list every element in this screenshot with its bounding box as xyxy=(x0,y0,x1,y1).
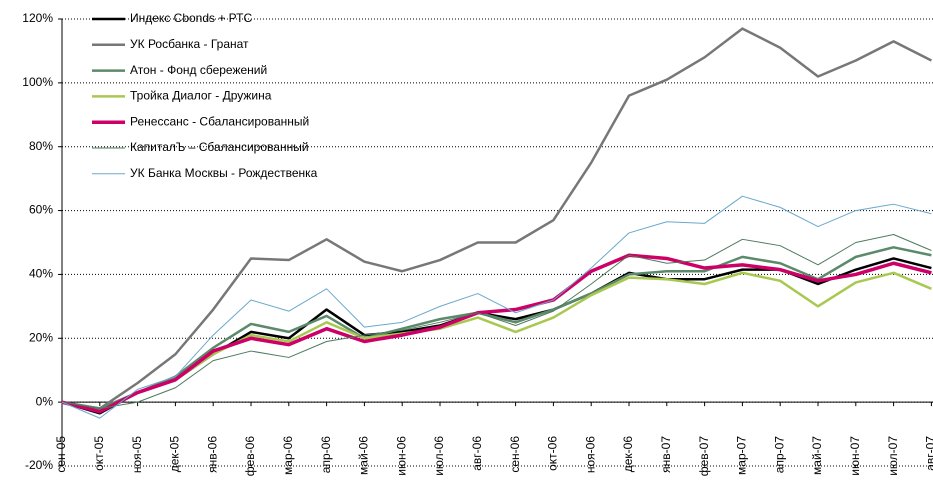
x-tick-label: ноя-06 xyxy=(583,436,597,473)
x-tick-label: янв-06 xyxy=(205,436,219,473)
x-tick-label: мар-06 xyxy=(281,436,295,475)
x-tick-label: ноя-05 xyxy=(130,436,144,473)
x-tick-label: авг-06 xyxy=(470,436,484,471)
x-tick-label: авг-07 xyxy=(924,436,933,471)
x-tick-label: дек-05 xyxy=(168,436,182,473)
series-line xyxy=(61,27,932,410)
y-tick-label: 0% xyxy=(36,394,54,408)
series-line xyxy=(61,234,932,410)
x-tick-label: янв-07 xyxy=(659,436,673,473)
x-tick-label: сен-06 xyxy=(508,436,522,473)
y-tick-label: 120% xyxy=(22,11,53,25)
x-tick-label: июл-06 xyxy=(432,436,446,476)
y-tick-label: -20% xyxy=(25,458,53,472)
x-tick-label: апр-06 xyxy=(319,436,333,474)
x-tick-label: фев-06 xyxy=(243,436,257,477)
legend-label: УК Банка Москвы - Рождественка xyxy=(130,166,318,180)
legend-label: Тройка Диалог - Дружина xyxy=(130,89,272,103)
series-line xyxy=(61,253,932,414)
x-tick-label: фев-07 xyxy=(697,436,711,477)
y-tick-label: 100% xyxy=(22,75,53,89)
y-tick-label: 60% xyxy=(29,203,53,217)
x-tick-label: окт-06 xyxy=(546,436,560,471)
y-tick-label: 80% xyxy=(29,139,53,153)
x-tick-label: май-06 xyxy=(357,436,371,475)
series-line xyxy=(61,271,932,413)
x-tick-label: дек-06 xyxy=(621,436,635,473)
x-tick-label: июн-06 xyxy=(394,436,408,476)
x-tick-label: окт-05 xyxy=(92,436,106,471)
series-line xyxy=(61,195,932,419)
y-tick-label: 40% xyxy=(29,267,53,281)
legend-label: Индекс Cbonds + РТС xyxy=(130,11,252,25)
legend-label: УК Росбанка - Гранат xyxy=(130,37,249,51)
legend-label: Атон - Фонд сбережений xyxy=(130,63,267,77)
x-tick-label: июн-07 xyxy=(848,436,862,476)
x-tick-label: июл-07 xyxy=(886,436,900,476)
legend-label: Ренессанс - Сбалансированный xyxy=(130,114,309,128)
x-tick-label: апр-07 xyxy=(772,436,786,474)
series-line xyxy=(61,246,932,410)
x-tick-label: май-07 xyxy=(810,436,824,475)
legend-label: КапиталЪ – Сбалансированный xyxy=(130,140,309,154)
y-tick-label: 20% xyxy=(29,330,53,344)
x-tick-label: сен-05 xyxy=(54,436,68,473)
x-tick-label: мар-07 xyxy=(735,436,749,475)
